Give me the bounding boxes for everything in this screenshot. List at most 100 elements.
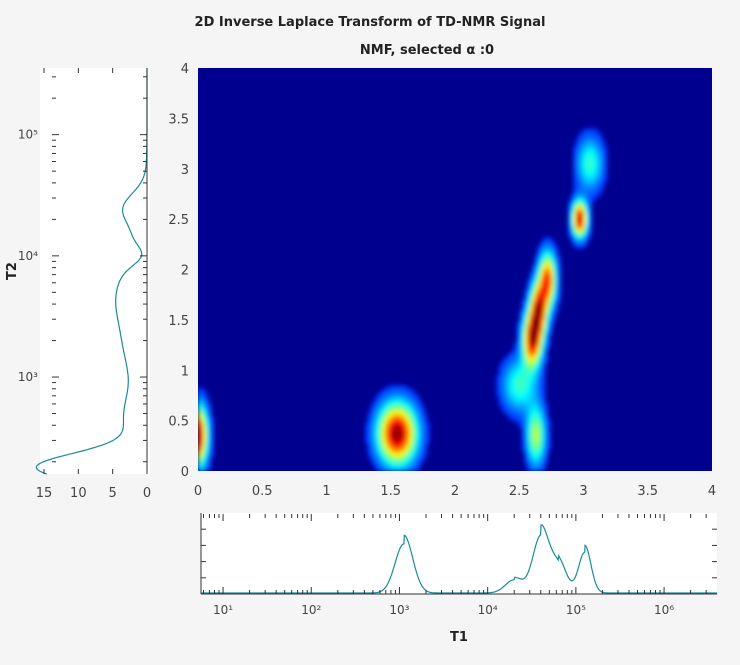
heatmap-cell bbox=[516, 400, 520, 404]
heatmap-cell bbox=[511, 357, 515, 361]
heatmap-cell bbox=[508, 395, 513, 399]
heatmap-cell bbox=[408, 460, 412, 465]
heatmap-cell bbox=[385, 468, 389, 471]
heatmap-cell bbox=[539, 440, 543, 444]
heatmap-cell bbox=[532, 319, 536, 323]
heatmap-cell bbox=[588, 188, 592, 193]
heatmap-cell bbox=[537, 438, 541, 442]
heatmap-cell bbox=[403, 387, 407, 391]
heatmap-cell bbox=[575, 226, 579, 230]
heatmap-cell bbox=[200, 440, 204, 444]
heatmap-cell bbox=[542, 428, 546, 432]
heatmap-cell bbox=[532, 402, 536, 407]
heatmap-cell bbox=[573, 183, 577, 187]
heatmap-cell bbox=[524, 299, 528, 303]
heatmap-cell bbox=[372, 428, 376, 432]
heatmap-cell bbox=[372, 448, 376, 452]
heatmap-cell bbox=[198, 433, 202, 437]
heatmap-cell bbox=[380, 450, 384, 454]
heatmap-cell bbox=[200, 410, 204, 414]
heatmap-cell bbox=[375, 468, 379, 471]
heatmap-cell bbox=[503, 392, 507, 397]
heatmap-cell bbox=[524, 337, 528, 341]
heatmap-cell bbox=[498, 387, 502, 391]
heatmap-cell bbox=[534, 433, 538, 437]
heatmap-cell bbox=[516, 413, 520, 417]
heatmap-cell bbox=[526, 465, 531, 470]
heatmap-cell bbox=[205, 413, 209, 417]
heatmap-cell bbox=[514, 413, 518, 417]
heatmap-cell bbox=[555, 254, 559, 258]
heatmap-cell bbox=[537, 317, 541, 321]
heatmap-cell bbox=[419, 413, 423, 417]
heatmap-cell bbox=[586, 188, 590, 193]
heatmap-cell bbox=[508, 355, 513, 359]
heatmap-cell bbox=[377, 402, 382, 407]
heatmap-cell bbox=[573, 191, 577, 195]
heatmap-cell bbox=[539, 272, 543, 276]
heatmap-cell bbox=[521, 360, 525, 364]
heatmap-cell bbox=[413, 433, 418, 437]
heatmap-cell bbox=[521, 309, 525, 313]
heatmap-cell bbox=[552, 319, 556, 323]
heatmap-cell bbox=[395, 450, 400, 454]
heatmap-cell bbox=[542, 249, 546, 253]
heatmap-cell bbox=[580, 130, 585, 135]
heatmap-cell bbox=[516, 415, 520, 419]
heatmap-cell bbox=[393, 465, 397, 470]
heatmap-cell bbox=[529, 342, 533, 346]
heatmap-cell bbox=[398, 450, 402, 454]
heatmap-cell bbox=[511, 365, 515, 369]
heatmap-cell bbox=[532, 355, 536, 359]
heatmap-cell bbox=[375, 460, 379, 465]
heatmap-cell bbox=[385, 405, 389, 409]
heatmap-cell bbox=[539, 259, 543, 263]
heatmap-cell bbox=[542, 352, 546, 356]
heatmap-cell bbox=[583, 239, 587, 243]
heatmap-cell bbox=[380, 410, 384, 414]
heatmap-cell bbox=[534, 259, 538, 263]
heatmap-cell bbox=[557, 256, 561, 261]
heatmap-cell bbox=[537, 365, 541, 369]
heatmap-cell bbox=[529, 438, 533, 442]
heatmap-cell bbox=[516, 397, 520, 402]
heatmap-cell bbox=[377, 420, 382, 424]
heatmap-cell bbox=[390, 428, 394, 432]
heatmap-cell bbox=[547, 236, 551, 240]
heatmap-cell bbox=[198, 418, 202, 422]
heatmap-cell bbox=[370, 440, 374, 444]
heatmap-cell bbox=[203, 433, 207, 437]
heatmap-cell bbox=[573, 241, 577, 245]
heatmap-cell bbox=[514, 395, 518, 399]
heatmap-cell bbox=[383, 440, 387, 444]
heatmap-cell bbox=[521, 324, 525, 329]
heatmap-cell bbox=[575, 183, 579, 187]
heatmap-cell bbox=[519, 365, 523, 369]
heatmap-cell bbox=[544, 327, 549, 331]
heatmap-cell bbox=[532, 360, 536, 364]
heatmap-cell bbox=[388, 453, 392, 457]
heatmap-cell bbox=[419, 463, 423, 467]
heatmap-cell bbox=[419, 402, 423, 407]
heatmap-cell bbox=[519, 377, 523, 381]
heatmap-cell bbox=[403, 402, 407, 407]
heatmap-cell bbox=[529, 440, 533, 444]
heatmap-cell bbox=[529, 362, 533, 366]
heatmap-cell bbox=[210, 428, 215, 432]
heatmap-cell bbox=[596, 143, 600, 147]
heatmap-cell bbox=[544, 302, 549, 306]
heatmap-cell bbox=[526, 380, 531, 384]
heatmap-cell bbox=[550, 314, 554, 318]
heatmap-cell bbox=[411, 402, 415, 407]
heatmap-cell bbox=[395, 423, 400, 427]
heatmap-cell bbox=[377, 435, 382, 439]
heatmap-cell bbox=[413, 448, 418, 452]
heatmap-cell bbox=[529, 397, 533, 402]
heatmap-cell bbox=[208, 460, 212, 465]
heatmap-cell bbox=[583, 234, 587, 238]
heatmap-cell bbox=[501, 408, 505, 412]
heatmap-cell bbox=[413, 463, 418, 467]
heatmap-cell bbox=[537, 272, 541, 276]
heatmap-cell bbox=[578, 196, 582, 200]
heatmap-cell bbox=[544, 402, 549, 407]
